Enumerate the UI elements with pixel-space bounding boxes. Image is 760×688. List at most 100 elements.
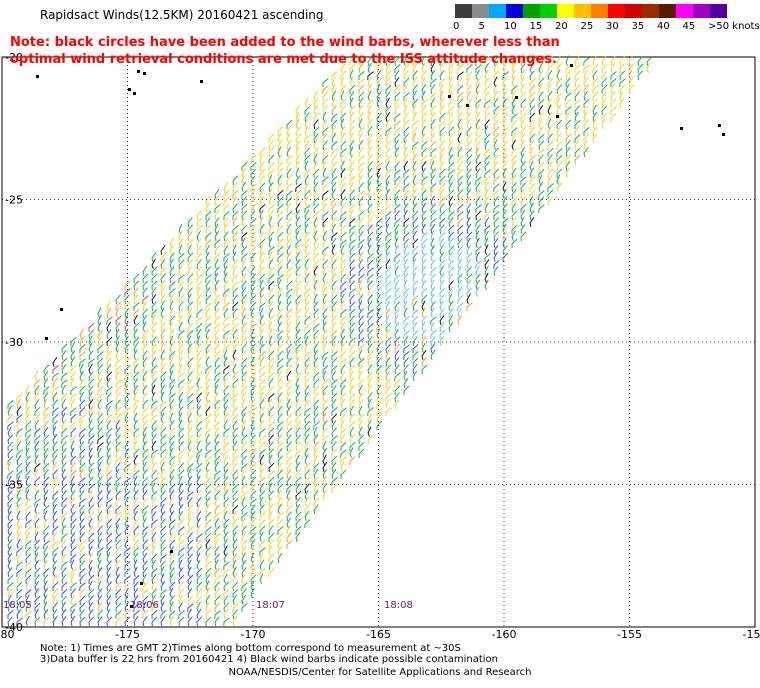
wind-barb: [520, 83, 525, 94]
wind-barb: [466, 244, 472, 256]
wind-barb: [448, 224, 455, 235]
wind-barb: [511, 69, 516, 80]
wind-barb: [322, 259, 329, 270]
wind-barb: [403, 330, 410, 340]
wind-barb: [88, 574, 95, 585]
wind-barb: [52, 386, 59, 396]
wind-barb: [313, 97, 319, 109]
wind-barb: [61, 601, 66, 612]
wind-barb: [52, 461, 58, 472]
wind-barb: [79, 370, 84, 381]
wind-barb: [529, 84, 536, 95]
wind-barb: [547, 141, 554, 150]
wind-barb: [295, 518, 302, 529]
wind-barb: [178, 363, 183, 374]
wind-barb: [412, 153, 417, 164]
wind-barb: [313, 252, 320, 263]
wind-barb: [178, 574, 185, 585]
wind-barb: [358, 196, 364, 206]
wind-barb: [601, 112, 608, 123]
wind-barb: [223, 561, 230, 571]
wind-barb: [97, 357, 104, 368]
wind-barb: [232, 581, 239, 592]
wind-barb: [421, 154, 428, 164]
wind-barb: [286, 315, 292, 325]
wind-barb: [160, 442, 167, 452]
wind-barb: [115, 447, 120, 458]
wind-barb: [25, 434, 31, 445]
wind-barb: [160, 267, 167, 277]
wind-barb: [286, 539, 293, 550]
wind-barb: [196, 252, 203, 263]
wind-barb: [565, 119, 572, 130]
wind-barb: [376, 307, 381, 318]
wind-barb: [250, 218, 257, 228]
wind-barb: [367, 398, 372, 409]
wind-barb: [547, 161, 553, 172]
wind-barb: [169, 293, 175, 305]
wind-barb: [286, 462, 293, 473]
wind-barb: [7, 482, 12, 493]
wind-barb: [268, 385, 275, 396]
wind-barb: [601, 105, 608, 116]
wind-barb: [151, 391, 156, 402]
wind-barb: [286, 182, 293, 193]
wind-barb: [268, 188, 273, 199]
wind-barb: [133, 504, 140, 515]
wind-barb: [187, 497, 193, 507]
wind-barb: [43, 469, 49, 479]
wind-barb: [178, 321, 183, 332]
footer-credit: NOAA/NESDIS/Center for Satellite Applica…: [228, 667, 532, 678]
wind-barb: [160, 594, 166, 606]
wind-barb: [277, 448, 283, 459]
wind-barb: [268, 321, 273, 332]
wind-barb: [286, 484, 293, 494]
wind-barb: [187, 546, 193, 557]
wind-barb: [430, 301, 436, 311]
wind-barb: [214, 301, 220, 312]
wind-barb: [133, 532, 140, 542]
wind-barb: [79, 434, 85, 445]
wind-barb: [376, 112, 383, 123]
wind-barb: [259, 406, 265, 417]
wind-barb: [313, 230, 318, 241]
wind-barb: [151, 427, 157, 438]
wind-barb: [304, 154, 311, 165]
wind-barb: [592, 55, 597, 66]
colorbar-swatch: [625, 4, 642, 18]
wind-barb: [241, 337, 248, 346]
wind-barb: [448, 76, 453, 87]
wind-barb: [151, 434, 157, 445]
wind-barb: [358, 258, 364, 269]
wind-barb: [286, 496, 292, 507]
wind-barb: [160, 503, 165, 514]
wind-barb: [151, 538, 156, 549]
wind-barb: [205, 391, 210, 402]
wind-barb: [259, 385, 266, 396]
wind-barb: [160, 560, 166, 570]
island-marker: [200, 80, 203, 83]
wind-barb: [61, 512, 68, 522]
wind-barb: [169, 475, 175, 487]
wind-barb: [268, 496, 273, 507]
wind-barb: [592, 84, 599, 95]
wind-barb: [313, 237, 319, 249]
wind-barb: [250, 587, 255, 598]
wind-barb: [313, 153, 318, 164]
wind-barb: [421, 202, 426, 213]
wind-barb: [304, 160, 309, 171]
wind-barb: [232, 448, 239, 459]
wind-barb: [232, 559, 237, 570]
wind-barb: [493, 168, 499, 179]
wind-barb: [493, 147, 500, 158]
wind-barb: [151, 350, 157, 361]
wind-barb: [457, 161, 463, 172]
wind-barb: [439, 294, 445, 304]
wind-barb: [385, 217, 391, 228]
wind-barb: [367, 286, 372, 297]
wind-barb: [43, 510, 48, 521]
wind-barb: [241, 237, 246, 248]
wind-barb: [115, 524, 120, 535]
island-marker: [130, 605, 133, 608]
wind-barb: [403, 266, 410, 277]
